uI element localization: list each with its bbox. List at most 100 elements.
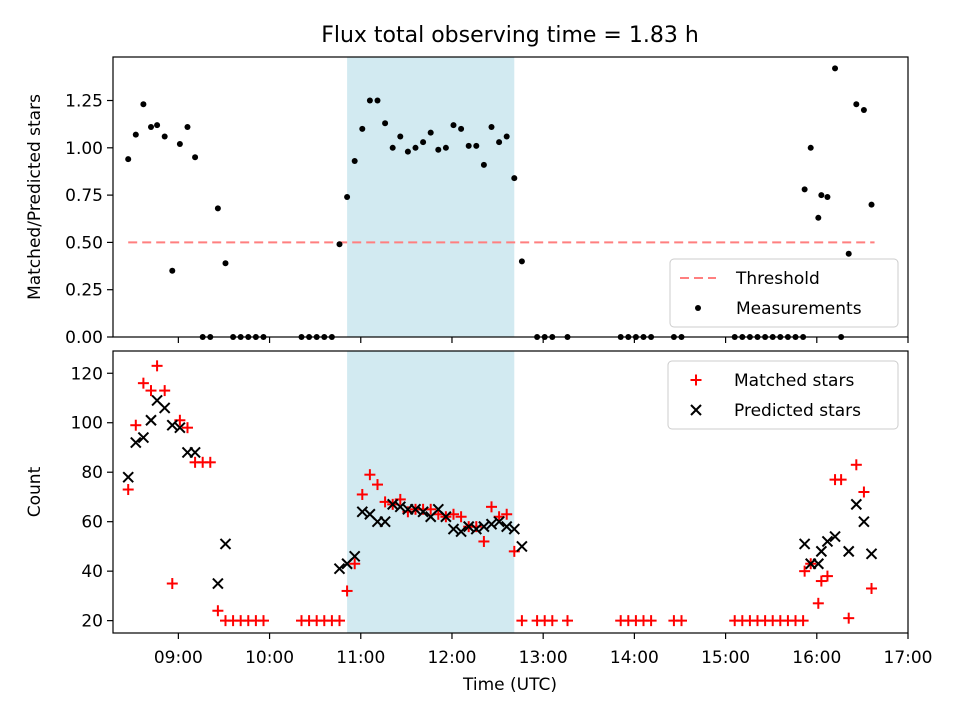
measurement-point [154, 122, 161, 129]
predicted-stars-point [440, 511, 452, 523]
legend-label: Threshold [735, 269, 820, 289]
predicted-stars-point [798, 538, 811, 550]
predicted-stars-point [478, 520, 490, 533]
legend-box [667, 360, 899, 430]
measurement-point [853, 101, 860, 108]
plot-frame [112, 56, 909, 338]
matched-stars-point [356, 488, 368, 500]
predicted-stars-point [829, 530, 841, 543]
y-tick-label: 20 [81, 612, 103, 632]
matched-stars-point [516, 615, 528, 627]
x-tick-label: 13:00 [519, 648, 568, 668]
measurement-point [161, 133, 168, 140]
predicted-stars-point [815, 545, 828, 558]
matched-stars-point [843, 612, 855, 624]
measurement-point [344, 194, 351, 200]
measurement-point [860, 106, 867, 113]
x-tick-label: 17:00 [884, 648, 933, 668]
matched-stars-point [676, 615, 688, 627]
matched-stars-point [181, 422, 193, 434]
predicted-stars-point [122, 471, 134, 483]
legend: Threshold Measurements [669, 258, 899, 328]
matched-stars-point [204, 456, 216, 468]
matched-stars-point [371, 479, 383, 491]
measurement-point [503, 133, 510, 140]
measurement-point [176, 141, 183, 148]
matched-stars-point [379, 496, 391, 508]
plot-frame [112, 350, 909, 634]
measurement-point [496, 139, 503, 146]
y-tick-label: 0.25 [65, 281, 103, 301]
x-tick-label: 15:00 [701, 648, 750, 668]
measurement-point [374, 97, 381, 104]
measurement-point [818, 192, 825, 199]
y-tick-label: 40 [81, 562, 103, 582]
predicted-stars-point [386, 498, 399, 511]
measurement-point [359, 125, 366, 132]
matched-stars-point [455, 511, 467, 523]
matched-stars-point [364, 469, 376, 481]
predicted-stars-point [485, 518, 498, 530]
measurement-point [511, 175, 518, 182]
predicted-stars-point [394, 501, 407, 513]
y-tick-label: 100 [71, 414, 103, 434]
matched-stars-point [130, 419, 142, 431]
matched-stars-point [501, 508, 513, 520]
measurement-point [458, 125, 465, 132]
predicted-stars-point [508, 523, 521, 535]
matched-stars-point [341, 585, 353, 597]
measurement-point [832, 65, 839, 72]
measurement-point [518, 258, 525, 265]
predicted-stars-point [212, 577, 224, 590]
measurement-point [450, 122, 457, 129]
matched-stars-point [850, 459, 862, 471]
predicted-stars-point [843, 545, 855, 558]
measurement-point [801, 186, 808, 193]
x-tick-label: 09:00 [154, 648, 203, 668]
matched-stars-point [159, 385, 171, 397]
y-tick-label: 60 [81, 513, 103, 533]
predicted-stars-point [447, 523, 460, 535]
predicted-stars-point [516, 540, 528, 553]
legend-box [669, 258, 899, 328]
y-axis-label: Count [25, 466, 45, 517]
predicted-stars-point [850, 498, 863, 511]
y-axis-label: Matched/Predicted stars [25, 94, 45, 300]
legend-label: Measurements [736, 299, 862, 319]
predicted-stars-point [493, 515, 505, 528]
y-tick-label: 80 [81, 463, 103, 483]
measurement-point [824, 194, 831, 200]
measurement-point [132, 131, 139, 138]
predicted-stars-point [462, 520, 475, 533]
predicted-stars-point [470, 523, 483, 535]
predicted-stars-point [145, 414, 157, 426]
predicted-stars-point [333, 562, 346, 575]
measurement-point [435, 146, 442, 153]
matched-stars-point [212, 605, 224, 617]
y-tick-label: 120 [71, 364, 103, 384]
matched-stars-point [858, 486, 870, 498]
legend-predicted-swatch [690, 404, 702, 416]
predicted-stars-point [158, 402, 171, 414]
legend-label: Predicted stars [734, 401, 861, 421]
matched-stars-point [447, 508, 459, 520]
matched-stars-point [166, 578, 178, 590]
matched-stars-point [257, 615, 269, 627]
predicted-stars-point [821, 535, 834, 548]
legend-measurements-swatch [695, 305, 701, 311]
measurement-point [382, 120, 389, 127]
measurement-point [336, 241, 343, 248]
highlight-span [347, 351, 515, 633]
highlight-span [347, 57, 515, 337]
measurement-point [125, 156, 132, 163]
y-tick-label: 1.25 [65, 92, 103, 112]
predicted-stars-point [812, 558, 825, 570]
matched-stars-point [425, 503, 437, 515]
matched-stars-point [562, 615, 574, 627]
measurement-point [815, 214, 822, 221]
predicted-stars-point [348, 550, 361, 563]
matched-stars-point [151, 360, 163, 372]
matched-stars-point [812, 597, 824, 609]
measurement-point [366, 97, 373, 104]
